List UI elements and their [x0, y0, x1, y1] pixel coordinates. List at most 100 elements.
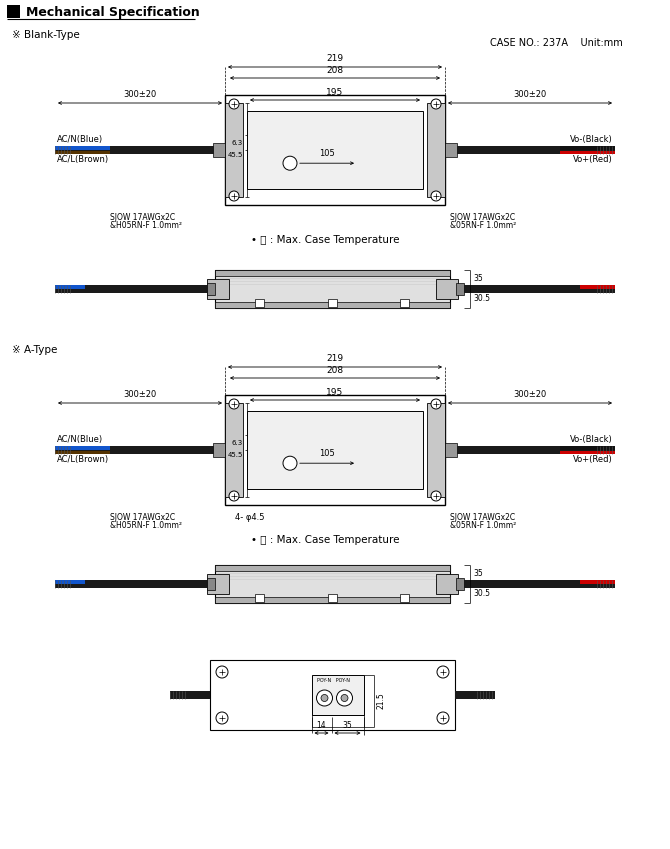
Text: 300±20: 300±20	[513, 90, 547, 99]
Circle shape	[431, 99, 441, 109]
Bar	[450, 580, 615, 588]
Bar	[328, 299, 337, 307]
Bar	[213, 143, 225, 157]
Circle shape	[431, 491, 441, 501]
Text: 105: 105	[319, 449, 335, 458]
Bar	[456, 578, 464, 590]
Text: &H05RN-F 1.0mm²: &H05RN-F 1.0mm²	[110, 221, 182, 230]
Bar	[427, 103, 445, 197]
Bar	[55, 580, 85, 583]
Bar	[560, 150, 615, 154]
Text: ※ Blank-Type: ※ Blank-Type	[12, 30, 80, 40]
Text: Vo+(Red): Vo+(Red)	[574, 155, 613, 164]
Bar	[436, 574, 458, 594]
Text: Vo-(Black): Vo-(Black)	[570, 135, 613, 144]
Bar	[400, 299, 409, 307]
Bar	[215, 270, 450, 308]
Text: &H05RN-F 1.0mm²: &H05RN-F 1.0mm²	[110, 521, 182, 530]
Text: 6.3: 6.3	[232, 140, 243, 146]
Circle shape	[229, 491, 239, 501]
Bar	[170, 691, 210, 699]
Bar	[215, 565, 450, 603]
Text: CASE NO.: 237A    Unit:mm: CASE NO.: 237A Unit:mm	[490, 38, 622, 48]
Text: 35: 35	[342, 721, 352, 730]
Bar	[215, 302, 450, 308]
Bar	[55, 146, 225, 154]
Circle shape	[431, 191, 441, 201]
Bar	[560, 451, 615, 454]
Text: • Ⓣ : Max. Case Temperature: • Ⓣ : Max. Case Temperature	[251, 235, 399, 245]
Bar	[225, 403, 243, 497]
Bar	[247, 411, 423, 489]
Text: Vo-(Black): Vo-(Black)	[570, 435, 613, 444]
Text: 4- φ4.5: 4- φ4.5	[235, 513, 265, 522]
Bar	[215, 597, 450, 603]
Bar	[55, 285, 85, 289]
Bar	[55, 451, 110, 454]
Text: POY-N   POY-N: POY-N POY-N	[317, 678, 350, 683]
Text: &05RN-F 1.0mm²: &05RN-F 1.0mm²	[450, 221, 517, 230]
Circle shape	[229, 191, 239, 201]
Bar	[207, 578, 215, 590]
Text: AC/N(Blue): AC/N(Blue)	[57, 135, 103, 144]
Circle shape	[229, 99, 239, 109]
Text: AC/N(Blue): AC/N(Blue)	[57, 435, 103, 444]
Text: 45.5: 45.5	[228, 152, 243, 158]
Bar	[213, 443, 225, 457]
Text: • Ⓣ : Max. Case Temperature: • Ⓣ : Max. Case Temperature	[251, 535, 399, 545]
Circle shape	[283, 456, 297, 470]
Circle shape	[437, 666, 449, 678]
Bar	[207, 283, 215, 295]
Text: 30.5: 30.5	[473, 294, 490, 303]
Bar	[427, 403, 445, 497]
Text: 35: 35	[473, 569, 483, 578]
Text: 30.5: 30.5	[473, 589, 490, 598]
Circle shape	[216, 666, 228, 678]
Bar	[55, 446, 225, 454]
Bar	[560, 446, 615, 449]
Circle shape	[316, 690, 332, 706]
Text: &05RN-F 1.0mm²: &05RN-F 1.0mm²	[450, 521, 517, 530]
Bar	[55, 146, 110, 149]
Bar	[450, 285, 615, 293]
Text: AC/L(Brown): AC/L(Brown)	[57, 155, 109, 164]
Text: 208: 208	[326, 66, 344, 75]
Text: 208: 208	[326, 366, 344, 375]
Bar	[400, 594, 409, 602]
Text: 6.3: 6.3	[232, 440, 243, 446]
Bar	[580, 580, 615, 583]
Circle shape	[216, 712, 228, 724]
Text: 105: 105	[319, 149, 335, 158]
Bar	[215, 565, 450, 571]
Bar	[225, 395, 445, 505]
Text: SJOW 17AWGx2C: SJOW 17AWGx2C	[450, 213, 515, 222]
Bar	[210, 660, 455, 730]
Text: 219: 219	[326, 54, 344, 63]
Bar	[215, 270, 450, 276]
Bar	[456, 283, 464, 295]
Text: 195: 195	[326, 388, 344, 397]
Bar	[55, 285, 215, 293]
Circle shape	[437, 712, 449, 724]
Bar	[312, 675, 364, 715]
Text: 300±20: 300±20	[513, 390, 547, 399]
Text: 21.5: 21.5	[377, 693, 385, 710]
Bar	[312, 715, 364, 727]
Text: 45.5: 45.5	[228, 452, 243, 458]
Bar	[207, 279, 229, 299]
Circle shape	[336, 690, 352, 706]
Bar	[255, 594, 264, 602]
Bar	[247, 111, 423, 189]
Text: 195: 195	[326, 88, 344, 97]
Text: SJOW 17AWGx2C: SJOW 17AWGx2C	[110, 213, 175, 222]
Bar	[328, 594, 337, 602]
Circle shape	[431, 399, 441, 409]
Text: 300±20: 300±20	[123, 390, 157, 399]
Bar	[55, 150, 110, 154]
Text: 219: 219	[326, 354, 344, 363]
Text: Vo+(Red): Vo+(Red)	[574, 455, 613, 464]
Bar	[445, 143, 457, 157]
Text: tc: tc	[287, 160, 293, 166]
Bar	[55, 580, 215, 588]
Circle shape	[229, 399, 239, 409]
